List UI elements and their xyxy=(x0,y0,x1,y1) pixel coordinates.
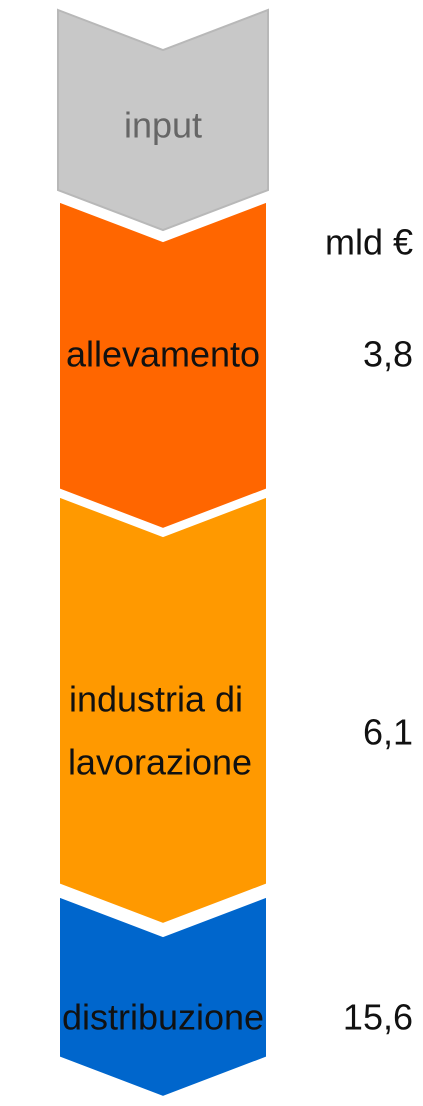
stage-label: input xyxy=(124,105,202,146)
stage-value: 3,8 xyxy=(363,334,413,375)
stage-value: 15,6 xyxy=(343,997,413,1038)
stage-label: distribuzione xyxy=(62,997,264,1038)
stage-label: industria di xyxy=(69,679,243,720)
stage-value: 6,1 xyxy=(363,712,413,753)
unit-label: mld € xyxy=(325,222,413,263)
chevron-input xyxy=(57,8,269,232)
chevron-allevamento xyxy=(56,197,270,533)
stage-label: allevamento xyxy=(66,334,260,375)
stage-label: lavorazione xyxy=(68,742,252,783)
chevron-distribuzione xyxy=(56,892,270,1101)
chevron-industria xyxy=(56,492,270,928)
